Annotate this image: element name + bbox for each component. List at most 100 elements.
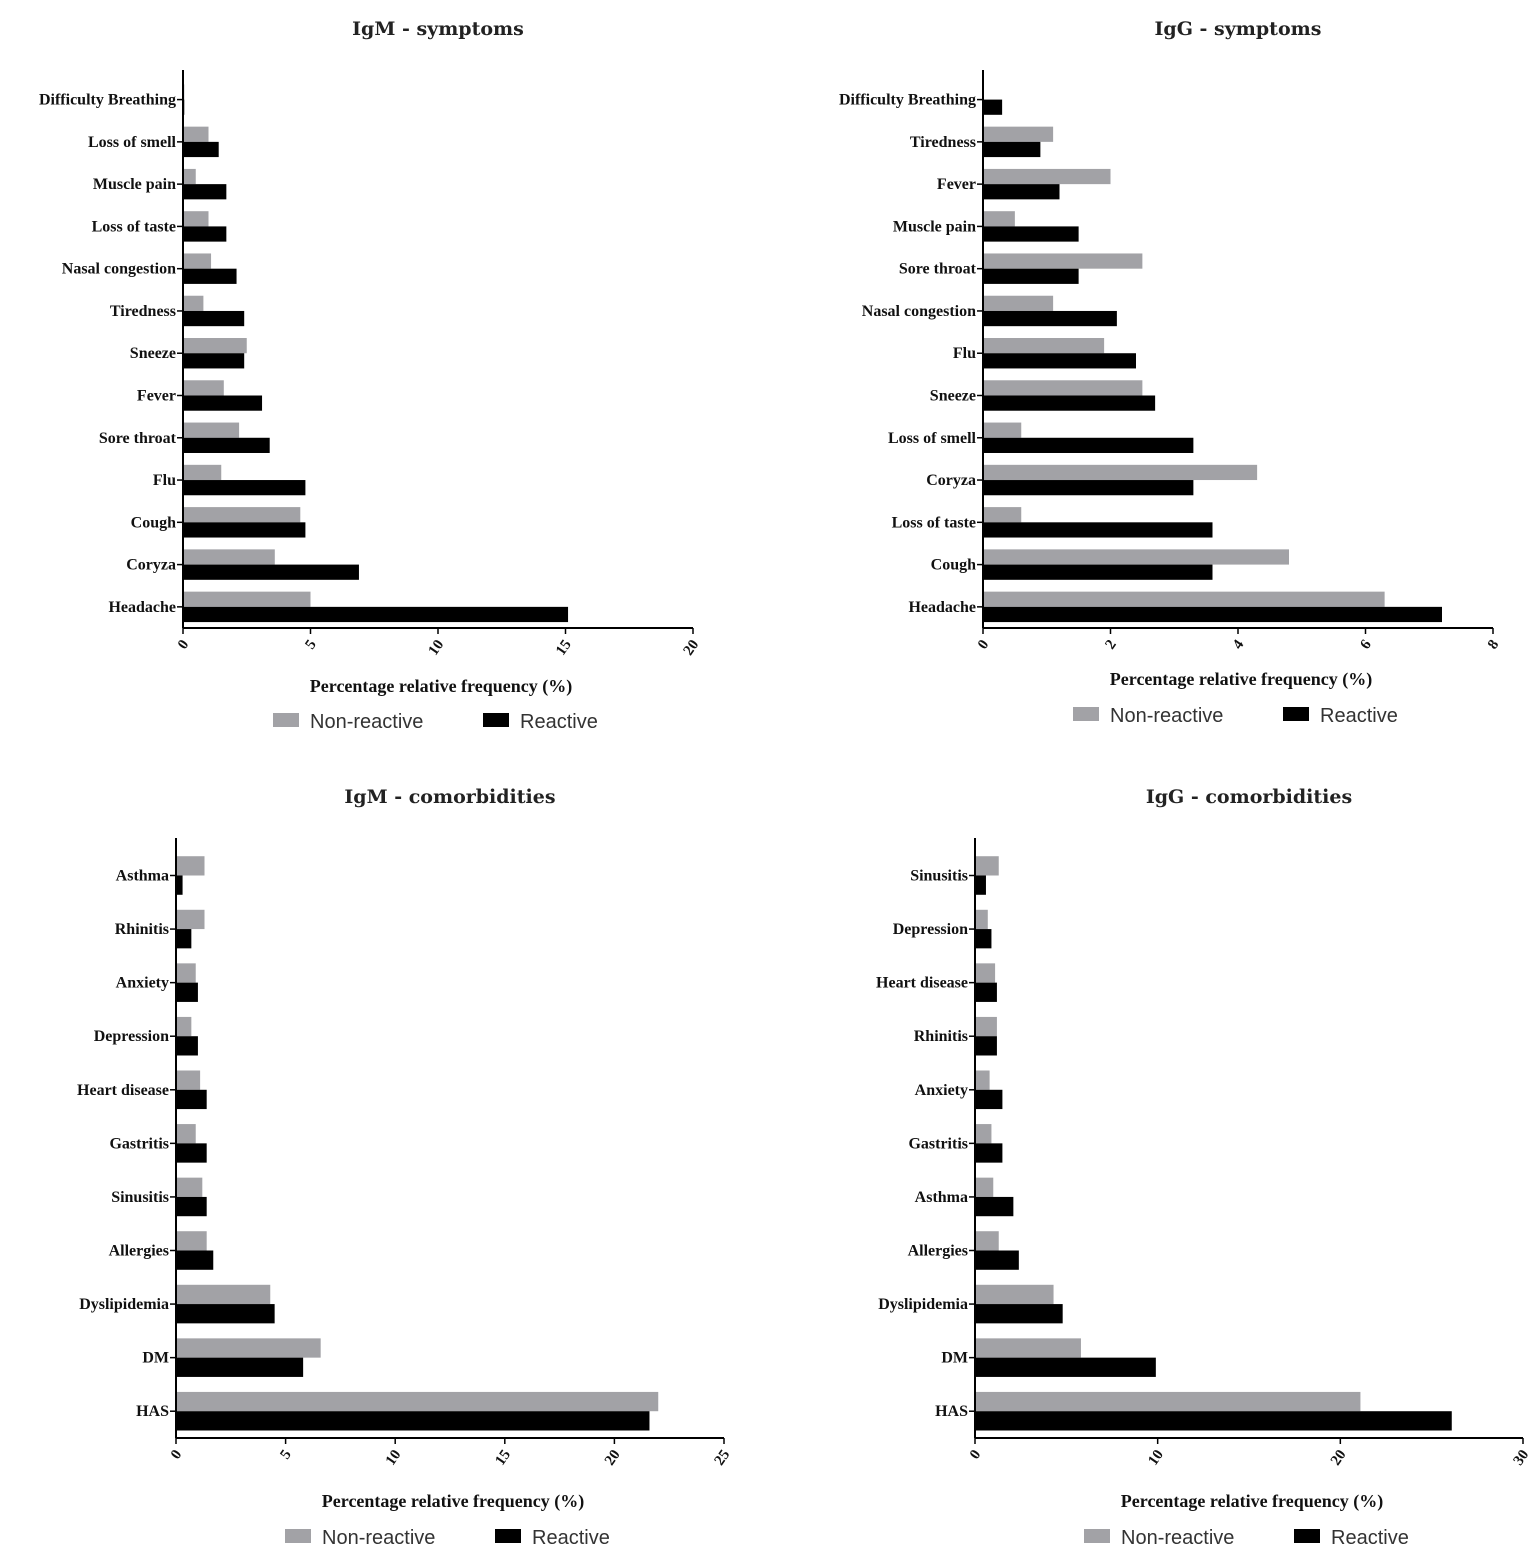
bar-non-reactive-gastritis (176, 1124, 196, 1144)
bar-reactive-depression (975, 929, 992, 949)
category-label-cough: Cough (131, 514, 176, 531)
bar-non-reactive-dyslipidemia (975, 1284, 1054, 1305)
chart-igm-comorbidities: IgM - comorbidities Asthma Rhinitis Anxiety… (77, 786, 733, 1549)
legend-label-non-reactive: Non-reactive (310, 711, 423, 733)
category-label-dm: DM (142, 1350, 169, 1367)
category-label-has: HAS (935, 1403, 968, 1420)
category-label-fever: Fever (937, 176, 976, 193)
x-tick-label: 15 (553, 637, 575, 658)
bar-reactive-dm (975, 1357, 1156, 1377)
legend: Non-reactive Reactive (273, 711, 598, 733)
category-label-loss-of-smell: Loss of smell (88, 134, 177, 151)
category-label-heart-disease: Heart disease (77, 1082, 169, 1099)
category-label-flu: Flu (153, 472, 176, 489)
bar-reactive-flu (183, 480, 306, 496)
category-label-loss-of-taste: Loss of taste (92, 218, 176, 235)
bar-non-reactive-has (176, 1391, 659, 1412)
x-tick-label: 5 (277, 1447, 294, 1462)
legend-label-reactive: Reactive (520, 711, 598, 733)
category-label-asthma: Asthma (915, 1189, 968, 1206)
legend-swatch-reactive (1294, 1529, 1320, 1543)
bar-non-reactive-has (975, 1391, 1361, 1412)
bar-non-reactive-anxiety (176, 963, 196, 983)
category-label-coryza: Coryza (126, 557, 176, 574)
bar-non-reactive-muscle-pain (183, 168, 196, 185)
bar-reactive-headache (183, 606, 569, 623)
legend-label-non-reactive: Non-reactive (322, 1527, 435, 1549)
category-label-cough: Cough (931, 557, 976, 574)
bar-reactive-muscle-pain (183, 184, 227, 200)
bar-reactive-sinusitis (176, 1196, 207, 1217)
bar-reactive-asthma (975, 1196, 1014, 1217)
x-tick-label: 20 (681, 637, 703, 658)
legend-swatch-reactive (483, 713, 509, 727)
category-label-allergies: Allergies (109, 1243, 169, 1260)
category-label-heart-disease: Heart disease (876, 975, 968, 992)
category-label-dm: DM (941, 1350, 968, 1367)
x-tick-label: 10 (1145, 1447, 1167, 1468)
bar-reactive-rhinitis (176, 929, 192, 949)
category-label-flu: Flu (953, 345, 976, 362)
x-tick-label: 0 (168, 1447, 185, 1462)
category-label-depression: Depression (893, 921, 968, 938)
bar-non-reactive-anxiety (975, 1070, 990, 1090)
bar-non-reactive-rhinitis (176, 909, 205, 930)
x-tick-label: 10 (426, 637, 448, 658)
chart-igg-comorbidities: IgG - comorbidities Sinusitis Depression He… (876, 786, 1532, 1549)
bar-non-reactive-tiredness (183, 295, 204, 311)
bar-reactive-fever (183, 395, 263, 411)
bar-non-reactive-asthma (176, 856, 205, 876)
bar-reactive-flu (983, 353, 1136, 369)
bar-non-reactive-flu (183, 464, 222, 481)
bar-reactive-difficulty-breathing (983, 99, 1003, 115)
legend: Non-reactive Reactive (1073, 705, 1398, 727)
bar-non-reactive-fever (183, 380, 224, 396)
legend-label-reactive: Reactive (1331, 1527, 1409, 1549)
bar-non-reactive-flu (983, 338, 1105, 354)
category-label-sneeze: Sneeze (930, 388, 976, 405)
bar-non-reactive-loss-of-taste (983, 507, 1022, 523)
bar-non-reactive-headache (983, 591, 1385, 607)
category-label-headache: Headache (108, 599, 176, 616)
bar-non-reactive-loss-of-smell (183, 126, 209, 142)
bar-reactive-heart-disease (975, 982, 997, 1002)
bar-non-reactive-heart-disease (975, 963, 996, 983)
x-tick-label: 30 (1511, 1447, 1533, 1468)
chart-title: IgG - comorbidities (1146, 786, 1352, 808)
category-label-anxiety: Anxiety (915, 1082, 968, 1099)
bar-reactive-fever (983, 184, 1060, 200)
category-label-loss-of-taste: Loss of taste (892, 514, 976, 531)
category-label-sore-throat: Sore throat (99, 430, 177, 447)
legend-label-non-reactive: Non-reactive (1121, 1527, 1234, 1549)
legend: Non-reactive Reactive (1084, 1527, 1409, 1549)
bar-non-reactive-coryza (183, 549, 275, 565)
bar-non-reactive-headache (183, 591, 311, 607)
bar-reactive-nasal-congestion (983, 310, 1117, 327)
category-label-muscle-pain: Muscle pain (93, 176, 176, 193)
category-label-sinusitis: Sinusitis (910, 868, 968, 885)
category-label-sneeze: Sneeze (130, 345, 176, 362)
category-label-rhinitis: Rhinitis (914, 1028, 968, 1045)
x-axis-label: Percentage relative frequency (%) (310, 676, 572, 697)
bar-reactive-dyslipidemia (975, 1304, 1063, 1324)
category-label-difficulty-breathing: Difficulty Breathing (839, 92, 976, 109)
bar-reactive-asthma (176, 875, 183, 895)
bar-non-reactive-depression (975, 909, 988, 930)
bar-reactive-sore-throat (983, 268, 1079, 284)
bar-non-reactive-dm (176, 1338, 321, 1358)
bar-non-reactive-fever (983, 168, 1111, 185)
bar-reactive-allergies (176, 1250, 214, 1270)
bar-reactive-sneeze (183, 353, 245, 369)
chart-igg-symptoms: IgG - symptoms Difficulty Breathing Tiredn… (839, 18, 1502, 727)
legend-swatch-non-reactive (1084, 1529, 1110, 1543)
bar-reactive-dyslipidemia (176, 1304, 275, 1324)
bar-non-reactive-coryza (983, 464, 1258, 481)
legend-label-non-reactive: Non-reactive (1110, 705, 1223, 727)
bar-reactive-headache (983, 606, 1442, 623)
x-tick-label: 10 (383, 1447, 405, 1468)
category-label-dyslipidemia: Dyslipidemia (79, 1296, 169, 1313)
x-tick-label: 15 (492, 1447, 514, 1468)
bar-non-reactive-nasal-congestion (983, 295, 1054, 311)
bar-non-reactive-dyslipidemia (176, 1284, 271, 1305)
